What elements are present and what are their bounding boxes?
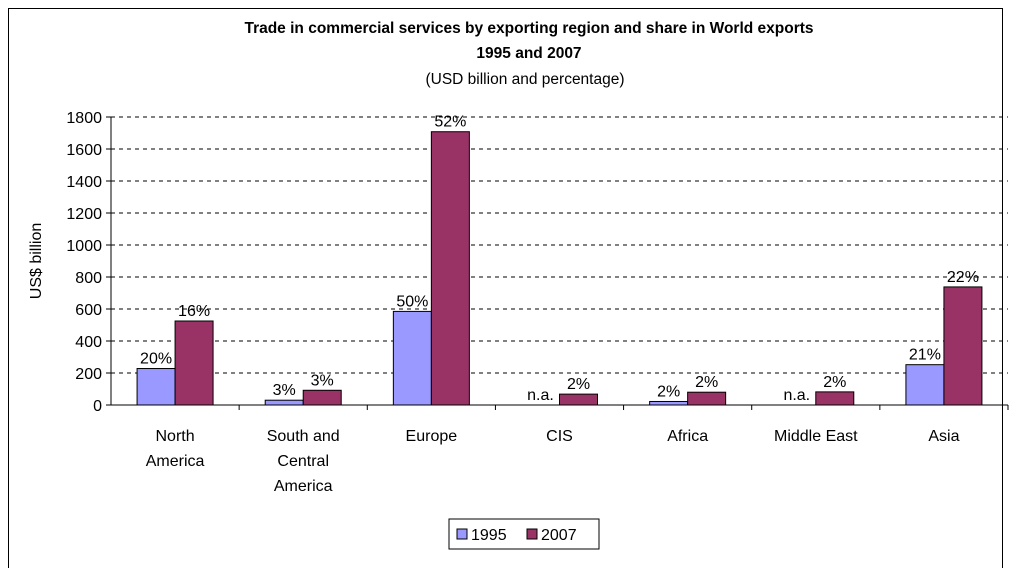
x-category-label: Central (277, 453, 329, 470)
x-category-label: North (156, 428, 195, 445)
data-label-1995: n.a. (527, 387, 554, 404)
x-category-label: Middle East (774, 428, 858, 445)
bar-2007-5 (815, 391, 855, 406)
y-tick-label: 400 (75, 334, 102, 351)
y-tick-label: 1000 (66, 238, 102, 255)
y-tick-label: 800 (75, 270, 102, 287)
data-label-1995: 20% (140, 351, 172, 368)
data-label-1995: 3% (273, 382, 296, 399)
y-tick-label: 1600 (66, 142, 102, 159)
bar-2007-2 (430, 131, 470, 406)
x-category-label: CIS (546, 428, 573, 445)
bar-2007-0 (174, 320, 214, 406)
gridlines (111, 116, 1008, 374)
data-label-2007: 16% (178, 303, 210, 320)
x-category-label: Africa (667, 428, 708, 445)
y-tick-label: 0 (93, 398, 102, 415)
data-label-2007: 52% (434, 114, 466, 131)
bar-2007-4 (687, 391, 727, 406)
bar-1995-1 (264, 399, 304, 406)
legend-swatch-2007 (526, 528, 538, 540)
data-label-2007: 2% (823, 374, 846, 391)
y-tick-label: 1200 (66, 206, 102, 223)
bars-group: 20% 16% 3% 3% 50% 52% n.a. 2% 2% 2% n.a. 2% 21% 22% (136, 114, 983, 406)
data-label-2007: 2% (695, 374, 718, 391)
y-axis-label: US$ billion (28, 223, 45, 299)
y-tick-label: 600 (75, 302, 102, 319)
data-label-2007: 2% (567, 376, 590, 393)
x-category-label: Asia (928, 428, 959, 445)
x-category-label: Europe (406, 428, 458, 445)
y-tick-label: 1800 (66, 110, 102, 127)
x-category-label: South and (267, 428, 340, 445)
bar-2007-3 (559, 393, 598, 406)
bar-1995-6 (905, 364, 945, 406)
data-label-2007: 22% (947, 269, 979, 286)
legend: 1995 2007 (448, 518, 600, 550)
bar-2007-6 (943, 286, 983, 406)
chart-title-years: 1995 and 2007 (476, 45, 581, 62)
x-category-label: America (274, 478, 333, 495)
chart-subtitle: (USD billion and percentage) (425, 71, 624, 88)
bar-2007-1 (302, 389, 342, 406)
y-tick-label: 200 (75, 366, 102, 383)
legend-label-2007: 2007 (541, 527, 577, 544)
axes: 0 200 400 600 800 1000 1200 1400 1600 1800 North Am… (66, 110, 1009, 495)
bar-1995-0 (136, 368, 176, 406)
legend-swatch-1995 (456, 528, 468, 540)
data-label-2007: 3% (311, 372, 334, 389)
legend-box (448, 518, 600, 550)
data-label-1995: n.a. (783, 387, 810, 404)
x-category-label: America (146, 453, 205, 470)
chart-frame (8, 8, 1003, 568)
data-label-1995: 21% (909, 347, 941, 364)
bar-1995-2 (392, 310, 432, 406)
chart-title: Trade in commercial services by exportin… (244, 20, 813, 37)
bar-1995-4 (649, 400, 689, 406)
legend-label-1995: 1995 (471, 527, 507, 544)
data-label-1995: 50% (396, 293, 428, 310)
data-label-1995: 2% (657, 383, 680, 400)
y-tick-label: 1400 (66, 174, 102, 191)
